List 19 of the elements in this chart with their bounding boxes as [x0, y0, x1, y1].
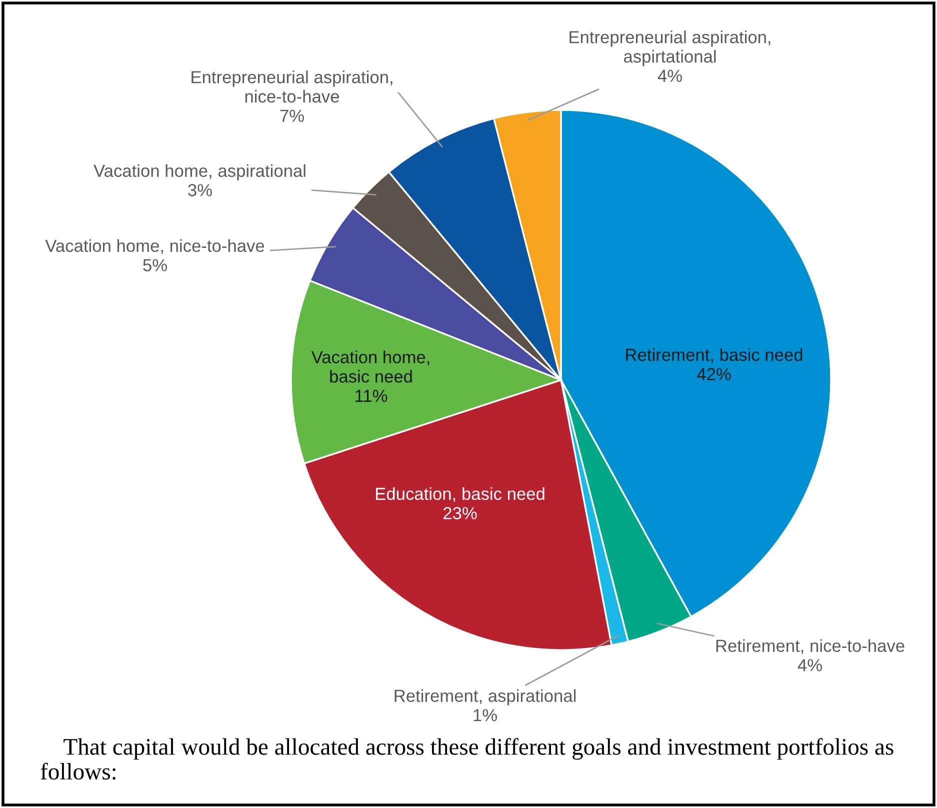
slice-label: Retirement, nice-to-have — [716, 639, 904, 654]
slice-label: Vacation home, nice-to-have — [45, 239, 264, 254]
data-label: 5% — [143, 259, 167, 272]
slice-label: Retirement, aspirational — [394, 689, 576, 706]
data-label: 1% — [474, 709, 497, 722]
data-label: 23% — [444, 507, 477, 520]
text: That capital would be allocated across these different goals and investment portfolios as follows: — [40, 738, 894, 780]
data-label: 11% — [356, 390, 388, 402]
data-label: 4% — [658, 70, 682, 82]
slice-label: Entrepreneurial aspiration, aspirtational — [570, 30, 770, 66]
slice-label: Vacation home, aspirational — [94, 164, 306, 180]
slice-label: Vacation home, basic need — [311, 350, 430, 383]
slice-label: Education, basic need — [376, 487, 544, 502]
data-label: 7% — [280, 110, 304, 122]
data-label: 42% — [697, 368, 731, 380]
slice-label: Entrepreneurial aspiration, nice-to-have — [192, 70, 392, 103]
data-label: 4% — [798, 659, 822, 672]
data-label: 3% — [188, 184, 212, 196]
slice-label: Retirement, basic need — [626, 348, 802, 364]
